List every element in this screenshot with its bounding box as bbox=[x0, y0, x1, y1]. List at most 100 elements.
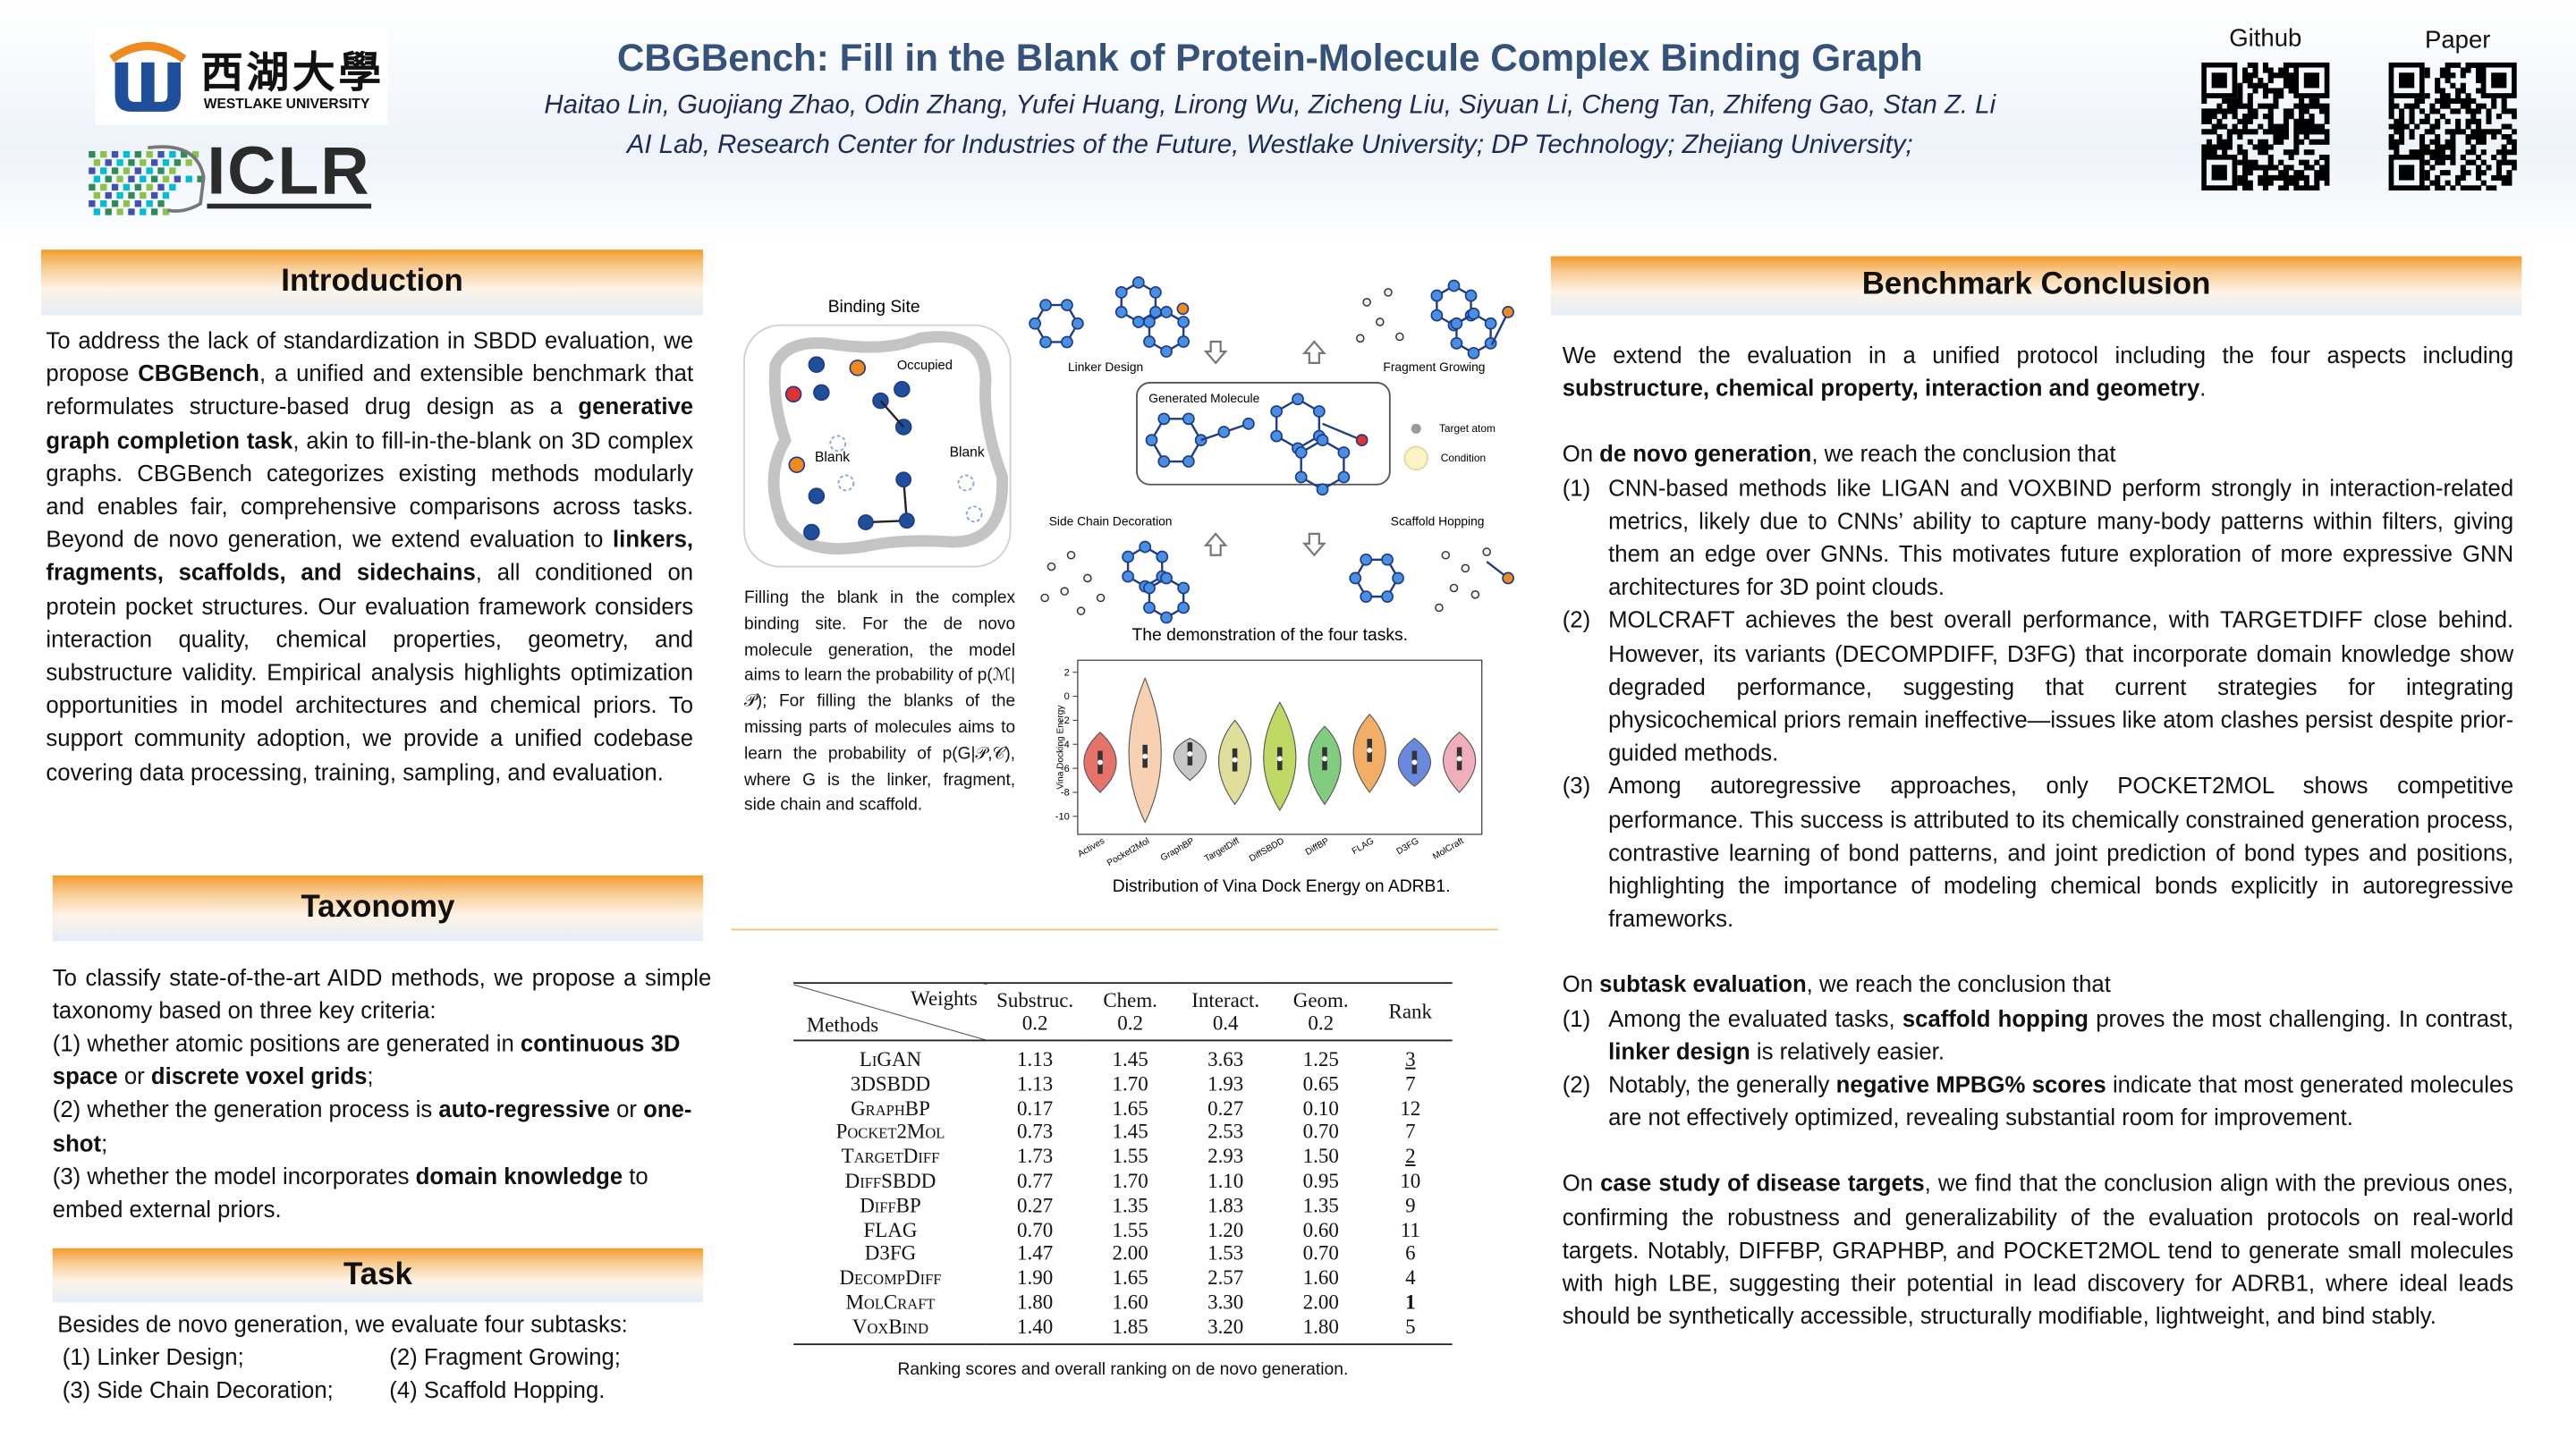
subtask: (4) Scaffold Hopping. bbox=[389, 1375, 606, 1403]
median bbox=[1232, 757, 1238, 763]
atom bbox=[1292, 393, 1304, 406]
qr-module bbox=[2480, 170, 2487, 176]
logo-dot bbox=[169, 167, 176, 174]
logo-dot bbox=[128, 208, 135, 216]
qr-module bbox=[2222, 139, 2228, 145]
method-cell: 3DSBDD bbox=[850, 1071, 931, 1096]
logo-dot bbox=[111, 150, 119, 158]
logo-dot bbox=[146, 150, 153, 158]
logo-dot bbox=[89, 150, 96, 158]
logo-dot bbox=[123, 200, 131, 207]
subtask: (2) Fragment Growing; bbox=[389, 1343, 621, 1370]
table-cell: 5 bbox=[1405, 1315, 1416, 1339]
qr-module bbox=[2273, 93, 2279, 99]
y-tick-label: 2 bbox=[1064, 667, 1070, 678]
pocket-atom bbox=[1066, 550, 1076, 560]
bold-text: discrete voxel grids bbox=[150, 1062, 368, 1089]
bold-text: auto-regressive bbox=[438, 1096, 610, 1123]
qr-module bbox=[2252, 165, 2258, 171]
qr-module bbox=[2309, 149, 2315, 156]
median bbox=[1276, 756, 1283, 762]
qr-module bbox=[2278, 129, 2284, 135]
qr-module bbox=[2222, 144, 2228, 150]
qr-module bbox=[2252, 114, 2258, 120]
qr-module bbox=[2424, 67, 2430, 73]
qr-module bbox=[2258, 165, 2264, 171]
qr-module bbox=[2273, 103, 2279, 109]
qr-module bbox=[2252, 129, 2258, 135]
qr-module bbox=[2226, 129, 2233, 135]
qr-module bbox=[2309, 114, 2315, 120]
atom bbox=[1381, 590, 1394, 604]
bold-text: substructure, chemical property, interac… bbox=[1562, 375, 2200, 402]
logo-dot bbox=[174, 175, 182, 182]
text-run: is relatively easier. bbox=[1750, 1037, 1945, 1064]
paper-qr[interactable] bbox=[2388, 62, 2517, 191]
qr-module bbox=[2512, 144, 2517, 150]
logo-dot bbox=[123, 150, 131, 158]
qr-module bbox=[2445, 154, 2451, 161]
text-run: or bbox=[117, 1062, 151, 1089]
qr-module bbox=[2445, 67, 2451, 73]
atom bbox=[1139, 540, 1152, 554]
blank-atom bbox=[837, 474, 855, 492]
logo-dot bbox=[150, 191, 158, 199]
qr-module bbox=[2247, 103, 2253, 109]
qr-module bbox=[2237, 149, 2243, 156]
table-cell: 1.55 bbox=[1112, 1145, 1148, 1169]
figure: Binding Site Occupied Blank Blank Linker… bbox=[731, 275, 1514, 931]
qr-module bbox=[2480, 149, 2487, 156]
qr-module bbox=[2252, 144, 2258, 150]
qr-module bbox=[2435, 154, 2441, 161]
qr-module bbox=[2424, 129, 2430, 135]
qr-module bbox=[2419, 149, 2426, 156]
qr-module bbox=[2242, 180, 2249, 186]
qr-module bbox=[2258, 180, 2264, 186]
qr-module bbox=[2435, 108, 2441, 114]
qr-module bbox=[2409, 103, 2415, 109]
qr-module bbox=[2283, 123, 2289, 130]
atom bbox=[1177, 581, 1191, 595]
logo-dot bbox=[111, 183, 119, 191]
qr-module bbox=[2258, 77, 2264, 84]
qr-module bbox=[2324, 165, 2330, 171]
list-item: Notably, the generally negative MPBG% sc… bbox=[1608, 1068, 2513, 1134]
table-row: DiffBP 0.27 1.35 1.83 1.35 9 bbox=[793, 1194, 1453, 1218]
logo-dot bbox=[157, 167, 165, 174]
figure-label: Blank bbox=[815, 450, 850, 465]
legend-dot bbox=[1403, 445, 1429, 471]
qr-module bbox=[2455, 129, 2462, 135]
qr-module bbox=[2288, 77, 2294, 84]
qr-module bbox=[2206, 149, 2213, 156]
github-qr[interactable] bbox=[2201, 62, 2330, 191]
pocket-atom bbox=[1040, 593, 1049, 603]
qr-module bbox=[2501, 154, 2507, 161]
table-cell: 0.70 bbox=[1302, 1242, 1339, 1265]
pocket-atom bbox=[1461, 563, 1470, 573]
qr-module bbox=[2216, 123, 2223, 130]
qr-module bbox=[2450, 62, 2456, 68]
qr-module bbox=[2480, 103, 2487, 109]
qr-module bbox=[2242, 165, 2249, 171]
list-marker: (1) bbox=[1562, 1004, 1591, 1031]
qr-module bbox=[2288, 108, 2294, 114]
text-run: On bbox=[1562, 440, 1600, 468]
qr-module bbox=[2435, 174, 2441, 181]
table-row: GraphBP 0.17 1.65 0.27 0.10 12 bbox=[793, 1096, 1453, 1121]
text-run: (1) whether atomic positions are generat… bbox=[52, 1029, 521, 1056]
qr-module bbox=[2460, 129, 2466, 135]
qr-module bbox=[2512, 108, 2517, 114]
atom bbox=[803, 523, 820, 541]
qr-module bbox=[2491, 174, 2497, 181]
pocket-atom bbox=[1356, 334, 1365, 343]
logo-dot bbox=[100, 200, 107, 207]
westlake-mark bbox=[109, 41, 187, 112]
qr-module bbox=[2247, 139, 2253, 145]
atom bbox=[808, 356, 826, 373]
logo-dot bbox=[140, 175, 147, 182]
qr-module bbox=[2388, 108, 2394, 114]
text-run: proves the most challenging. In contrast… bbox=[2089, 1004, 2514, 1031]
atom bbox=[1349, 571, 1362, 585]
qr-module bbox=[2273, 139, 2279, 145]
paragraph: We extend the evaluation in a unified pr… bbox=[1563, 338, 2513, 404]
